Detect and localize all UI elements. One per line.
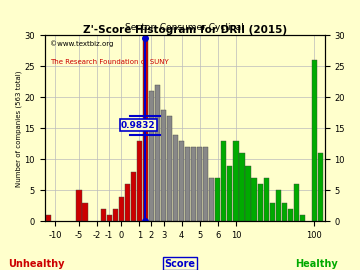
Title: Z'-Score Histogram for DRII (2015): Z'-Score Histogram for DRII (2015) [82,25,287,35]
Text: ©www.textbiz.org: ©www.textbiz.org [50,41,114,48]
Bar [233,141,239,221]
Bar [143,41,148,221]
Bar [264,178,269,221]
Text: Score: Score [165,259,195,269]
Bar [161,110,166,221]
Bar [294,184,299,221]
Bar [270,203,275,221]
Bar [46,215,51,221]
Bar [167,116,172,221]
Bar [125,184,130,221]
Text: Healthy: Healthy [296,259,338,269]
Text: 0.9832: 0.9832 [121,121,156,130]
Bar [257,184,263,221]
Bar [82,203,87,221]
Text: Sector: Consumer Cyclical: Sector: Consumer Cyclical [125,23,244,32]
Bar [239,153,244,221]
Bar [131,172,136,221]
Bar [191,147,196,221]
Bar [137,141,142,221]
Bar [215,178,220,221]
Bar [276,190,281,221]
Bar [246,166,251,221]
Bar [197,147,202,221]
Bar [173,134,178,221]
Bar [107,215,112,221]
Bar [203,147,208,221]
Bar [318,153,323,221]
Y-axis label: Number of companies (563 total): Number of companies (563 total) [15,70,22,187]
Bar [312,60,317,221]
Bar [282,203,287,221]
Bar [209,178,214,221]
Bar [300,215,305,221]
Bar [227,166,233,221]
Bar [179,141,184,221]
Bar [76,190,82,221]
Bar [113,209,118,221]
Bar [155,85,160,221]
Bar [288,209,293,221]
Text: The Research Foundation of SUNY: The Research Foundation of SUNY [50,59,169,65]
Bar [100,209,106,221]
Bar [221,141,226,221]
Text: Unhealthy: Unhealthy [8,259,64,269]
Bar [185,147,190,221]
Bar [149,91,154,221]
Bar [119,197,124,221]
Bar [252,178,257,221]
